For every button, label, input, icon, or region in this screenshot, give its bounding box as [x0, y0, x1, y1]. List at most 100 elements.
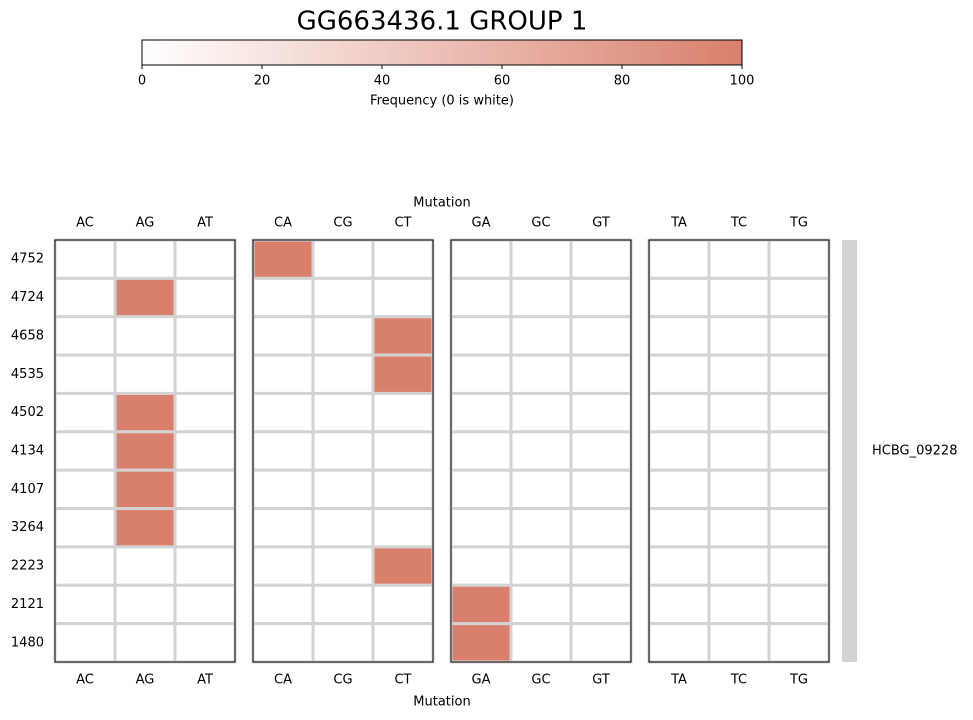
y-tick-label: 4535 — [11, 367, 44, 382]
heatmap-cell — [371, 276, 435, 319]
heatmap-cell — [173, 622, 237, 664]
heatmap-cell — [647, 468, 711, 511]
heatmap-cell — [767, 391, 831, 434]
heatmap-cell — [311, 507, 375, 549]
heatmap-cell — [767, 468, 831, 511]
heatmap-cell — [449, 276, 513, 319]
heatmap-cell — [569, 507, 633, 549]
heatmap-cell — [173, 507, 237, 549]
heatmap-cell — [569, 430, 633, 472]
y-tick-label: 4107 — [11, 482, 44, 497]
heatmap-cell — [449, 391, 513, 434]
heatmap-cell — [113, 391, 177, 434]
heatmap-cell — [767, 430, 831, 472]
row-group-label: HCBG_09228 — [872, 444, 957, 459]
heatmap-cell — [647, 238, 711, 280]
heatmap-cell — [371, 430, 435, 472]
x-tick-label-bottom: GC — [531, 673, 550, 688]
heatmap-cell — [53, 583, 117, 626]
x-tick-label-top: AC — [76, 216, 94, 231]
heatmap-cell — [251, 276, 315, 319]
heatmap-cell — [251, 507, 315, 549]
colorbar-tick-label: 100 — [730, 74, 755, 89]
heatmap-cell — [569, 468, 633, 511]
heatmap-cell — [509, 238, 573, 280]
heatmap-cell — [707, 430, 771, 472]
panel-border — [648, 239, 830, 663]
y-tick-label: 4134 — [11, 444, 44, 459]
heatmap-cell — [371, 507, 435, 549]
row-group-bar — [842, 240, 857, 662]
heatmap-cell — [509, 507, 573, 549]
heatmap-cell — [173, 238, 237, 280]
heatmap-cell — [311, 391, 375, 434]
heatmap-cell — [569, 353, 633, 395]
x-tick-label-bottom: CA — [274, 673, 292, 688]
heatmap-cell — [647, 507, 711, 549]
heatmap-cell — [767, 353, 831, 395]
heatmap-cell — [173, 391, 237, 434]
y-tick-label: 2223 — [11, 559, 44, 574]
heatmap-cell — [767, 276, 831, 319]
heatmap-cell — [449, 315, 513, 357]
heatmap-cell — [113, 238, 177, 280]
heatmap-cell — [251, 238, 315, 280]
heatmap-cell — [371, 315, 435, 357]
heatmap-cell — [113, 430, 177, 472]
x-tick-label-bottom: TC — [730, 673, 747, 688]
panel-border — [252, 239, 434, 663]
heatmap-cell — [449, 353, 513, 395]
heatmap-cell — [767, 238, 831, 280]
heatmap-cell — [113, 353, 177, 395]
heatmap-cell — [569, 391, 633, 434]
colorbar-tick-label: 20 — [254, 74, 271, 89]
chart-title: GG663436.1 GROUP 1 — [297, 7, 588, 37]
x-tick-label-bottom: CG — [333, 673, 352, 688]
colorbar-label: Frequency (0 is white) — [370, 94, 514, 109]
heatmap-cell — [767, 545, 831, 587]
heatmap-cell — [311, 468, 375, 511]
heatmap-cell — [707, 622, 771, 664]
heatmap-cell — [53, 507, 117, 549]
heatmap-cell — [173, 545, 237, 587]
heatmap-cell — [647, 430, 711, 472]
heatmap-cell — [707, 315, 771, 357]
heatmap-cell — [449, 622, 513, 664]
x-axis-label-top: Mutation — [413, 196, 470, 211]
heatmap-cell — [647, 353, 711, 395]
y-tick-label: 3264 — [11, 520, 44, 535]
colorbar-tick-label: 40 — [374, 74, 391, 89]
heatmap-cell — [371, 391, 435, 434]
heatmap-cell — [173, 430, 237, 472]
x-tick-label-top: TG — [789, 216, 808, 231]
heatmap-cell — [569, 545, 633, 587]
heatmap-cell — [173, 583, 237, 626]
heatmap-cell — [371, 468, 435, 511]
heatmap-cell — [53, 622, 117, 664]
heatmap-cell — [53, 276, 117, 319]
heatmap-cell — [509, 353, 573, 395]
heatmap-cell — [767, 583, 831, 626]
heatmap-cell — [311, 545, 375, 587]
heatmap-cell — [371, 238, 435, 280]
heatmap-cell — [509, 468, 573, 511]
heatmap-cell — [509, 622, 573, 664]
heatmap-cell — [569, 622, 633, 664]
x-tick-label-top: CG — [333, 216, 352, 231]
heatmap-cell — [449, 468, 513, 511]
heatmap-cell — [449, 507, 513, 549]
heatmap-cell — [767, 315, 831, 357]
y-tick-label: 2121 — [11, 597, 44, 612]
heatmap-cell — [251, 315, 315, 357]
heatmap-cell — [707, 353, 771, 395]
x-axis-label-bottom: Mutation — [413, 695, 470, 710]
x-tick-label-top: AG — [136, 216, 155, 231]
heatmap-cell — [707, 391, 771, 434]
heatmap-cell — [647, 276, 711, 319]
x-tick-label-top: TA — [670, 216, 687, 231]
heatmap-cell — [449, 430, 513, 472]
x-tick-label-bottom: AC — [76, 673, 94, 688]
heatmap-cell — [509, 430, 573, 472]
heatmap-cell — [311, 276, 375, 319]
